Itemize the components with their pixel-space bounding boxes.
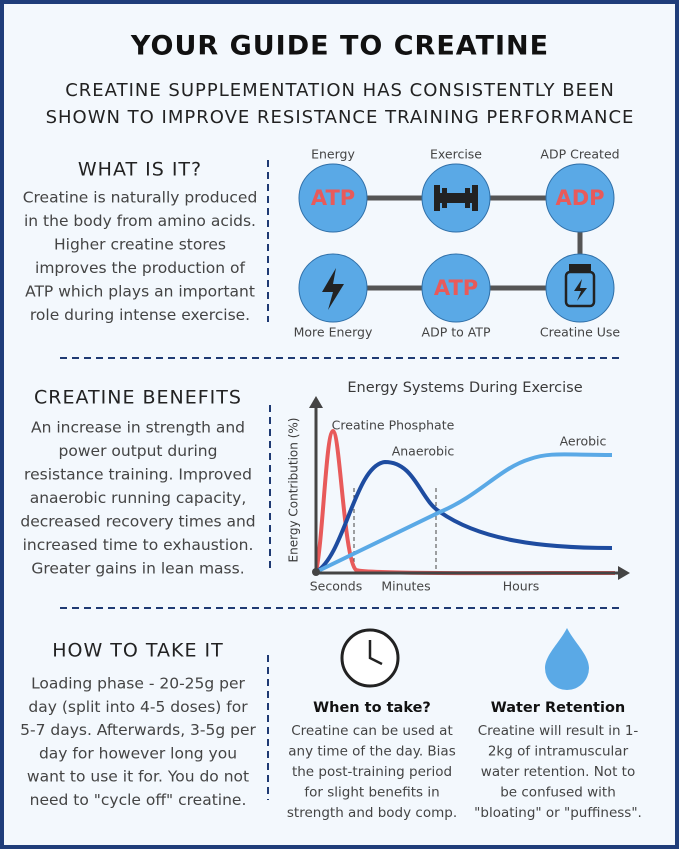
text-line: day for however long you: [39, 744, 237, 762]
subtitle: SHOWN TO IMPROVE RESISTANCE TRAINING PER…: [46, 107, 635, 128]
clock-icon: [340, 628, 400, 688]
node-caption: More Energy: [294, 325, 373, 340]
text-line: "bloating" or "puffiness".: [474, 805, 642, 821]
node-caption: Creatine Use: [540, 325, 621, 340]
heading: Water Retention: [491, 700, 626, 716]
energy-diagram: Energy Systems During Exercise Energy Co…: [287, 380, 630, 580]
text-line: 5-7 days. Afterwards, 3-5g per: [20, 721, 256, 739]
text-line: need to "cycle off" creatine.: [30, 791, 247, 809]
text-line: increased time to exhaustion.: [23, 536, 254, 554]
text-line: for slight benefits in: [304, 785, 439, 801]
section-heading: HOW TO TAKE IT: [52, 640, 224, 662]
x-label: Minutes: [381, 579, 430, 594]
text-line: 2kg of intramuscular: [488, 744, 629, 760]
text-line: Loading phase - 20-25g per: [31, 675, 245, 693]
text-line: Creatine is naturally produced: [23, 189, 258, 207]
text-line: strength and body comp.: [287, 805, 457, 821]
text-line: decreased recovery times and: [20, 513, 255, 531]
x-label: Seconds: [310, 579, 363, 594]
text-line: An increase in strength and: [31, 419, 245, 437]
drop-icon: [545, 628, 589, 690]
curve-label: Anaerobic: [392, 444, 455, 459]
x-label: Hours: [503, 579, 540, 594]
text-line: be confused with: [500, 785, 616, 801]
cycle-diagram: [298, 163, 615, 323]
chart-title: Energy Systems During Exercise: [347, 380, 582, 396]
title: YOUR GUIDE TO CREATINE: [130, 31, 549, 62]
node-caption: ADP to ATP: [422, 325, 491, 340]
text-line: Higher creatine stores: [54, 236, 226, 254]
text-line: water retention. Not to: [481, 764, 635, 780]
text-line: want to use it for. You do not: [27, 768, 249, 786]
text-line: in the body from amino acids.: [24, 212, 256, 230]
text-line: improves the production of: [35, 259, 245, 277]
node-caption: ADP Created: [540, 147, 619, 162]
text-line: Creatine will result in 1-: [478, 723, 639, 739]
node-text: ADP: [555, 186, 604, 210]
text-line: role during intense exercise.: [30, 306, 250, 324]
text-line: ATP which plays an important: [25, 283, 255, 301]
section-heading: WHAT IS IT?: [78, 159, 202, 181]
node-caption: Energy: [311, 147, 355, 162]
node-text: ATP: [311, 186, 355, 210]
axis-label: Energy Contribution (%): [287, 418, 301, 563]
subtitle: CREATINE SUPPLEMENTATION HAS CONSISTENTL…: [65, 80, 615, 101]
curve-label: Aerobic: [560, 434, 607, 449]
node-caption: Exercise: [430, 147, 482, 162]
text-line: Greater gains in lean mass.: [31, 560, 244, 578]
text-line: day (split into 4-5 doses) for: [28, 698, 248, 716]
text-line: Creatine can be used at: [291, 723, 453, 739]
text-line: power output during: [59, 442, 218, 460]
text-line: anaerobic running capacity,: [30, 489, 247, 507]
curve-label: Creatine Phosphate: [332, 418, 455, 433]
heading: When to take?: [313, 700, 431, 716]
node-text: ATP: [434, 276, 478, 300]
text-line: resistance training. Improved: [24, 466, 252, 484]
section-heading: CREATINE BENEFITS: [34, 387, 242, 409]
text-line: the post-training period: [292, 764, 452, 780]
text-line: any time of the day. Bias: [288, 744, 455, 760]
